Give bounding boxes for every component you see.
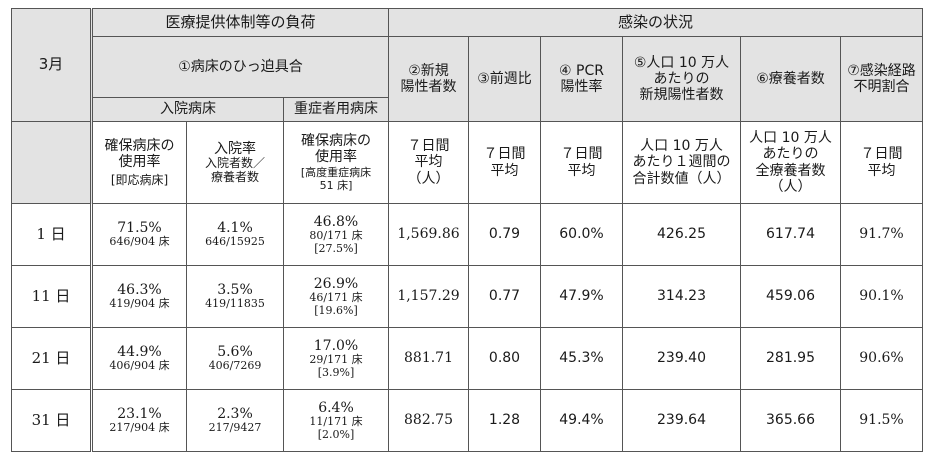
under-care-cell: 365.66 bbox=[740, 389, 841, 452]
severe-rate-cell: 46.8% 80/171 床 [27.5%] bbox=[283, 203, 389, 266]
per100k-cell: 426.25 bbox=[622, 203, 741, 266]
week-ratio-header: ③前週比 bbox=[468, 36, 541, 122]
avg7-person-header: ７日間 平均 （人） bbox=[388, 121, 469, 204]
table-row: 11 日 46.3% 419/904 床 3.5% 419/11835 26.9% 4… bbox=[11, 265, 923, 328]
severe-usage-header: 確保病床の 使用率 [高度重症病床 51 床] bbox=[283, 121, 389, 204]
bed-rate-cell: 46.3% 419/904 床 bbox=[91, 265, 187, 328]
unknown-cell: 91.7% bbox=[840, 203, 923, 266]
week-ratio-cell: 0.80 bbox=[468, 327, 541, 390]
care-desc-header: 人口 10 万人 あたりの 全療養者数 （人） bbox=[740, 121, 841, 204]
new-positive-header: ②新規 陽性者数 bbox=[388, 36, 469, 122]
day-cell: 11 日 bbox=[11, 265, 93, 328]
hosp-rate-cell: 5.6% 406/7269 bbox=[186, 327, 284, 390]
new-positive-cell: 1,569.86 bbox=[388, 203, 469, 266]
pcr-cell: 60.0% bbox=[540, 203, 623, 266]
pcr-cell: 45.3% bbox=[540, 327, 623, 390]
under-care-cell: 459.06 bbox=[740, 265, 841, 328]
bed-rate-cell: 44.9% 406/904 床 bbox=[91, 327, 187, 390]
severe-beds-header: 重症者用病床 bbox=[283, 97, 389, 122]
week-ratio-cell: 0.79 bbox=[468, 203, 541, 266]
avg7-unknown-header: ７日間 平均 bbox=[840, 121, 923, 204]
unknown-cell: 90.1% bbox=[840, 265, 923, 328]
bed-rate-cell: 71.5% 646/904 床 bbox=[91, 203, 187, 266]
bed-rate-cell: 23.1% 217/904 床 bbox=[91, 389, 187, 452]
under-care-header: ⑥療養者数 bbox=[740, 36, 841, 122]
hosp-rate-cell: 2.3% 217/9427 bbox=[186, 389, 284, 452]
inpatient-header: 入院病床 bbox=[91, 97, 284, 122]
day-cell: 31 日 bbox=[11, 389, 93, 452]
hosp-rate-cell: 4.1% 646/15925 bbox=[186, 203, 284, 266]
unknown-cell: 90.6% bbox=[840, 327, 923, 390]
avg7-pcr-header: ７日間 平均 bbox=[540, 121, 623, 204]
table-row: 31 日 23.1% 217/904 床 2.3% 217/9427 6.4% 11/… bbox=[11, 389, 923, 452]
hosp-rate-header: 入院率 入院者数／ 療養者数 bbox=[186, 121, 284, 204]
pcr-header: ④ PCR 陽性率 bbox=[540, 36, 623, 122]
pcr-cell: 49.4% bbox=[540, 389, 623, 452]
severe-rate-cell: 17.0% 29/171 床 [3.9%] bbox=[283, 327, 389, 390]
week-ratio-cell: 1.28 bbox=[468, 389, 541, 452]
severe-rate-cell: 26.9% 46/171 床 [19.6%] bbox=[283, 265, 389, 328]
table-row: 21 日 44.9% 406/904 床 5.6% 406/7269 17.0% 29… bbox=[11, 327, 923, 390]
per100k-header: ⑤人口 10 万人 あたりの 新規陽性者数 bbox=[622, 36, 741, 122]
month-header: 3月 bbox=[11, 8, 93, 122]
per100k-cell: 239.64 bbox=[622, 389, 741, 452]
covid-status-table: 3月 医療提供体制等の負荷 感染の状況 ①病床のひっ迫具合 ②新規 陽性者数 ③前… bbox=[11, 8, 923, 452]
day-cell: 21 日 bbox=[11, 327, 93, 390]
day-cell: 1 日 bbox=[11, 203, 93, 266]
month-spacer bbox=[11, 121, 93, 204]
new-positive-cell: 881.71 bbox=[388, 327, 469, 390]
unknown-route-header: ⑦感染経路 不明割合 bbox=[840, 36, 923, 122]
severe-rate-cell: 6.4% 11/171 床 [2.0%] bbox=[283, 389, 389, 452]
table-row: 1 日 71.5% 646/904 床 4.1% 646/15925 46.8% 80… bbox=[11, 203, 923, 266]
pcr-cell: 47.9% bbox=[540, 265, 623, 328]
per100k-cell: 314.23 bbox=[622, 265, 741, 328]
bed-pressure-header: ①病床のひっ迫具合 bbox=[91, 36, 389, 98]
new-positive-cell: 882.75 bbox=[388, 389, 469, 452]
week-ratio-cell: 0.77 bbox=[468, 265, 541, 328]
avg7-ratio-header: ７日間 平均 bbox=[468, 121, 541, 204]
group-medical-header: 医療提供体制等の負荷 bbox=[91, 8, 389, 37]
per100k-desc-header: 人口 10 万人 あたり１週間の 合計数値（人） bbox=[622, 121, 741, 204]
bed-usage-header: 確保病床の 使用率 [即応病床] bbox=[91, 121, 187, 204]
group-infection-header: 感染の状況 bbox=[388, 8, 923, 37]
per100k-cell: 239.40 bbox=[622, 327, 741, 390]
under-care-cell: 617.74 bbox=[740, 203, 841, 266]
unknown-cell: 91.5% bbox=[840, 389, 923, 452]
new-positive-cell: 1,157.29 bbox=[388, 265, 469, 328]
hosp-rate-cell: 3.5% 419/11835 bbox=[186, 265, 284, 328]
under-care-cell: 281.95 bbox=[740, 327, 841, 390]
